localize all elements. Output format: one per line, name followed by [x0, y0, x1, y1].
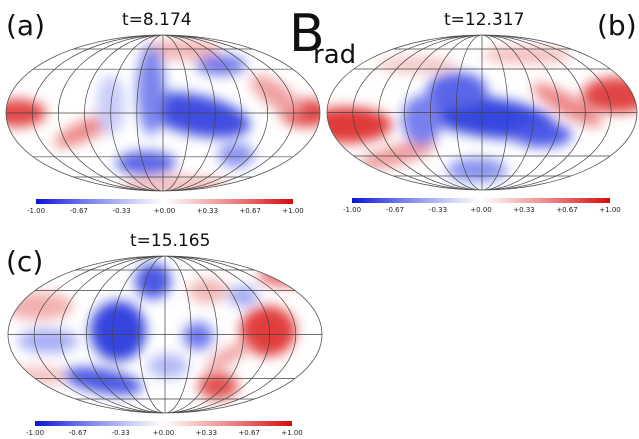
colorbar-tick: +0.67 — [556, 206, 578, 214]
colorbar-tick: -0.67 — [385, 206, 405, 214]
colorbar-tick: -1.00 — [342, 206, 362, 214]
colorbar-tick: -0.33 — [111, 429, 130, 437]
colorbar-tick: +0.67 — [238, 429, 260, 437]
colorbar-tick: +1.00 — [599, 206, 621, 214]
colorbar-tick: -1.00 — [26, 207, 46, 215]
colorbar-ticks-a: -1.00 -0.67 -0.33 +0.00 +0.33 +0.67 +1.0… — [27, 207, 304, 217]
quantity-subscript: rad — [313, 40, 357, 70]
colorbar-tick: +0.33 — [513, 206, 535, 214]
panel-label-b: (b) — [597, 9, 637, 42]
colorbar-tick: +0.00 — [153, 207, 176, 215]
colorbar-a — [36, 199, 293, 204]
colorbar-b — [352, 198, 610, 203]
colorbar-tick: +0.00 — [152, 429, 175, 437]
panel-label-a: (a) — [6, 9, 46, 42]
mollweide-map-c — [7, 255, 323, 414]
colorbar-tick: +0.33 — [196, 207, 219, 215]
colorbar-tick: +0.00 — [470, 206, 492, 214]
colorbar-tick: -0.67 — [69, 207, 88, 215]
colorbar-ticks-c: -1.00 -0.67 -0.33 +0.00 +0.33 +0.67 +1.0… — [26, 429, 303, 439]
panel-time-b: t=12.317 — [444, 10, 525, 30]
colorbar-c — [35, 421, 292, 426]
colorbar-tick: -1.00 — [25, 429, 45, 437]
colorbar-tick: +0.33 — [195, 429, 218, 437]
panel-time-c: t=15.165 — [130, 231, 211, 251]
mollweide-map-a — [5, 34, 321, 192]
colorbar-tick: -0.33 — [112, 207, 131, 215]
colorbar-tick: -0.67 — [68, 429, 87, 437]
mollweide-map-b — [326, 34, 638, 191]
colorbar-tick: +1.00 — [282, 207, 304, 215]
quantity-symbol: B — [289, 4, 325, 64]
colorbar-tick: +0.67 — [239, 207, 261, 215]
colorbar-ticks-b: -1.00 -0.67 -0.33 +0.00 +0.33 +0.67 +1.0… — [343, 206, 621, 216]
colorbar-tick: -0.33 — [428, 206, 448, 214]
panel-time-a: t=8.174 — [122, 10, 192, 30]
panel-label-c: (c) — [6, 245, 44, 278]
colorbar-tick: +1.00 — [281, 429, 303, 437]
